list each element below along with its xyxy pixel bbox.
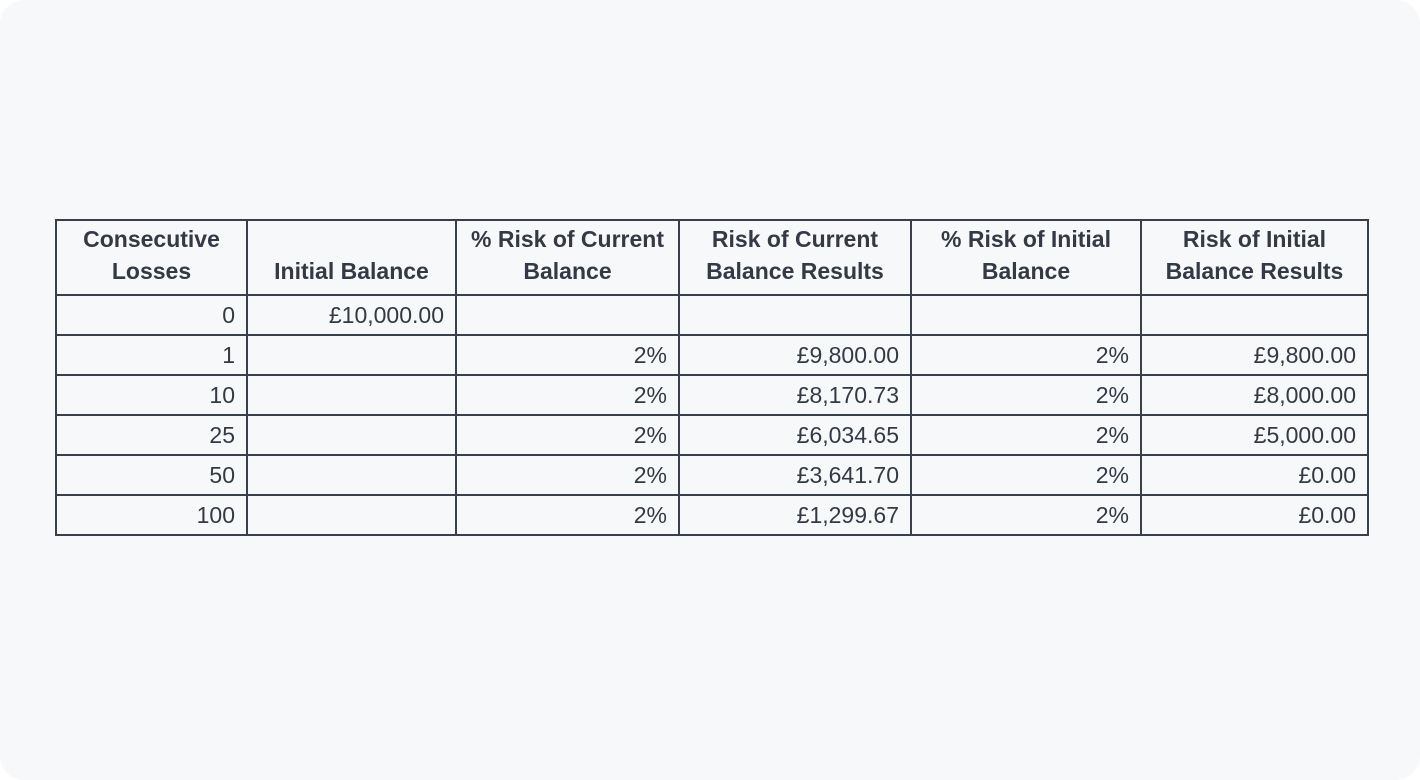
table-row: 1 2% £9,800.00 2% £9,800.00 [55, 334, 1369, 376]
table-cell: £0.00 [1140, 454, 1369, 496]
table-cell [455, 294, 680, 336]
table-cell: 2% [455, 494, 680, 536]
header-risk-current-balance-results: Risk of Current Balance Results [678, 219, 912, 296]
table-cell: £1,299.67 [678, 494, 912, 536]
table-cell: 1 [55, 334, 248, 376]
table-cell: 100 [55, 494, 248, 536]
table-cell: 2% [910, 414, 1142, 456]
table-cell: 0 [55, 294, 248, 336]
table-row: 100 2% £1,299.67 2% £0.00 [55, 494, 1369, 536]
table-cell: £0.00 [1140, 494, 1369, 536]
table-body: 0 £10,000.00 1 2% £9,800.00 2% £9,800.00 10 2% £8… [55, 294, 1369, 536]
table-cell: 2% [910, 454, 1142, 496]
table-cell: £5,000.00 [1140, 414, 1369, 456]
table-cell: 50 [55, 454, 248, 496]
table-cell: £6,034.65 [678, 414, 912, 456]
table-cell: 2% [910, 374, 1142, 416]
table-header-row: Consecutive Losses Initial Balance % Ris… [55, 219, 1369, 296]
table-cell: £8,000.00 [1140, 374, 1369, 416]
header-consecutive-losses: Consecutive Losses [55, 219, 248, 296]
table-cell: 2% [455, 454, 680, 496]
table-cell: £9,800.00 [1140, 334, 1369, 376]
table-cell: £8,170.73 [678, 374, 912, 416]
table-cell: 2% [455, 414, 680, 456]
table-cell [910, 294, 1142, 336]
risk-of-loss-table: Consecutive Losses Initial Balance % Ris… [55, 219, 1369, 536]
table-cell: 25 [55, 414, 248, 456]
table-cell: £10,000.00 [246, 294, 457, 336]
table-cell: 2% [455, 374, 680, 416]
table-row: 25 2% £6,034.65 2% £5,000.00 [55, 414, 1369, 456]
table-cell [246, 334, 457, 376]
header-pct-risk-current-balance: % Risk of Current Balance [455, 219, 680, 296]
table-cell [246, 494, 457, 536]
table-row: 50 2% £3,641.70 2% £0.00 [55, 454, 1369, 496]
table-cell: 2% [910, 334, 1142, 376]
header-risk-initial-balance-results: Risk of Initial Balance Results [1140, 219, 1369, 296]
table-cell [246, 454, 457, 496]
table-cell [246, 414, 457, 456]
table-cell [678, 294, 912, 336]
table-cell [246, 374, 457, 416]
header-initial-balance: Initial Balance [246, 219, 457, 296]
table-cell: 2% [455, 334, 680, 376]
table-cell: 10 [55, 374, 248, 416]
table-cell: £3,641.70 [678, 454, 912, 496]
table-cell [1140, 294, 1369, 336]
table-cell: £9,800.00 [678, 334, 912, 376]
table-cell: 2% [910, 494, 1142, 536]
table-row: 0 £10,000.00 [55, 294, 1369, 336]
header-pct-risk-initial-balance: % Risk of Initial Balance [910, 219, 1142, 296]
table-row: 10 2% £8,170.73 2% £8,000.00 [55, 374, 1369, 416]
